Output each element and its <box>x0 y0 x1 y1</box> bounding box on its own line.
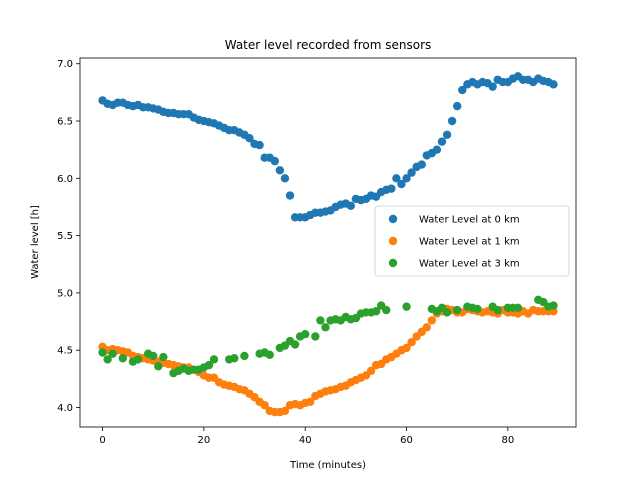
y-tick-label: 7.0 <box>57 59 73 70</box>
legend-label: Water Level at 0 km <box>419 215 520 226</box>
y-tick-label: 6.0 <box>57 174 73 185</box>
y-tick-label: 5.5 <box>57 231 73 242</box>
chart-title: Water level recorded from sensors <box>225 38 432 52</box>
data-point-series-2 <box>154 362 163 371</box>
data-point-series-2 <box>108 349 117 358</box>
data-point-series-1 <box>427 316 437 325</box>
data-point-series-0 <box>417 160 426 169</box>
data-point-series-0 <box>245 134 254 143</box>
y-axis: 4.0 4.5 5.0 5.5 6.0 6.5 7.0 <box>57 59 80 414</box>
data-point-series-2 <box>442 308 452 317</box>
legend-label: Water Level at 3 km <box>419 259 520 270</box>
y-tick-label: 6.5 <box>57 117 73 128</box>
data-point-series-1 <box>280 406 290 416</box>
data-point-series-0 <box>447 116 457 126</box>
plot-frame <box>79 57 577 428</box>
data-point-series-0 <box>285 191 295 200</box>
data-point-series-2 <box>473 304 482 314</box>
data-point-series-0 <box>346 201 355 211</box>
data-point-series-0 <box>402 174 411 183</box>
x-tick-label: 20 <box>198 435 211 446</box>
legend-marker <box>388 214 398 224</box>
data-point-series-0 <box>407 168 416 177</box>
data-point-series-0 <box>452 101 462 111</box>
legend-label: Water Level at 1 km <box>419 237 520 248</box>
data-point-series-2 <box>118 354 128 363</box>
data-point-series-2 <box>149 351 158 361</box>
data-point-series-0 <box>275 166 285 175</box>
data-point-series-1 <box>366 366 376 376</box>
data-point-series-0 <box>397 179 406 189</box>
data-point-series-2 <box>204 360 214 370</box>
data-point-series-2 <box>290 340 300 349</box>
data-point-series-0 <box>255 140 264 150</box>
data-point-series-0 <box>458 85 467 95</box>
y-tick-label: 4.5 <box>57 346 73 357</box>
y-tick-label: 4.0 <box>57 403 73 414</box>
data-point-series-2 <box>371 307 381 316</box>
data-point-series-2 <box>133 355 143 364</box>
data-point-series-0 <box>432 145 442 154</box>
data-point-series-2 <box>209 355 219 364</box>
data-point-series-0 <box>442 130 452 139</box>
x-tick-label: 80 <box>501 435 514 446</box>
data-point-series-2 <box>311 332 320 341</box>
x-axis: 0 20 40 60 80 <box>99 427 514 446</box>
legend-marker <box>388 258 398 268</box>
data-point-series-1 <box>260 401 269 410</box>
x-axis-label: Time (minutes) <box>289 460 366 471</box>
data-point-series-2 <box>321 323 330 332</box>
data-point-series-2 <box>382 305 391 315</box>
data-point-series-0 <box>270 156 280 166</box>
data-point-series-1 <box>402 343 411 353</box>
data-point-series-1 <box>407 337 416 347</box>
data-point-series-2 <box>513 303 523 313</box>
data-point-series-2 <box>230 354 239 363</box>
x-tick-label: 0 <box>99 435 105 446</box>
x-tick-label: 40 <box>299 435 312 446</box>
data-point-series-1 <box>306 397 315 406</box>
data-point-series-2 <box>549 301 558 310</box>
data-point-series-2 <box>316 316 325 325</box>
data-point-series-0 <box>280 174 290 183</box>
legend-box <box>374 205 570 277</box>
data-point-series-0 <box>387 184 396 193</box>
points-layer <box>98 72 558 417</box>
data-point-series-2 <box>402 302 411 311</box>
data-point-series-2 <box>452 305 462 315</box>
data-point-series-2 <box>301 329 310 339</box>
y-axis-label: Water level [h] <box>30 205 41 279</box>
legend-marker <box>388 236 398 246</box>
data-point-series-0 <box>549 80 558 89</box>
data-point-series-2 <box>103 355 112 364</box>
y-tick-label: 5.0 <box>57 288 73 299</box>
data-point-series-0 <box>437 137 447 146</box>
x-tick-label: 60 <box>400 435 413 446</box>
data-point-series-2 <box>98 348 107 357</box>
data-point-series-2 <box>240 351 249 361</box>
data-point-series-2 <box>493 305 502 315</box>
data-point-series-2 <box>159 352 168 362</box>
data-point-series-2 <box>265 350 274 360</box>
data-point-series-0 <box>488 82 497 91</box>
data-point-series-0 <box>392 174 401 183</box>
legend: Water Level at 0 km Water Level at 1 km Wa… <box>374 205 570 277</box>
data-point-series-1 <box>422 323 431 332</box>
